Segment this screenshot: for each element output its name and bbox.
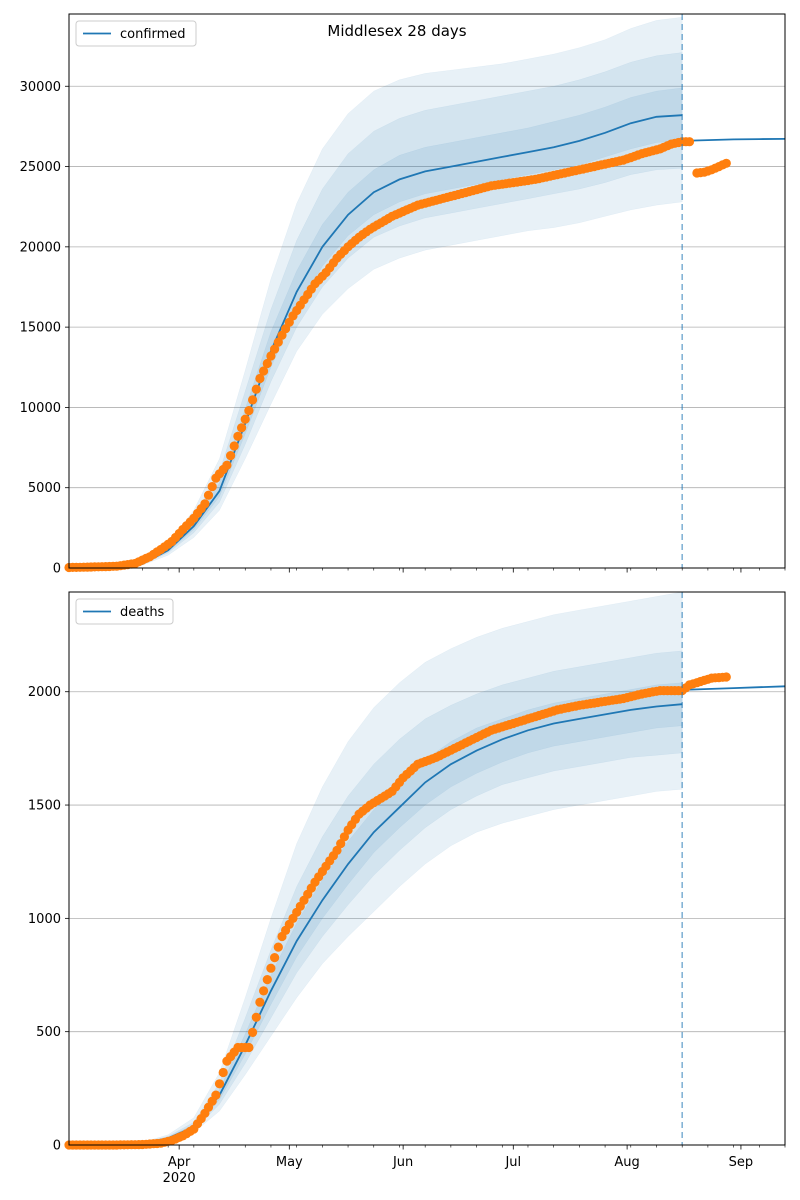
y-tick-label: 1000 [28,912,61,927]
observed-point [240,414,250,424]
observed-point [262,975,272,985]
x-tick-label: Apr [168,1155,191,1170]
observed-point [259,986,269,996]
y-tick-label: 2000 [28,685,61,700]
x-tick-label: Sep [729,1155,754,1170]
y-tick-label: 1500 [28,799,61,814]
observed-point [222,460,232,470]
x-tick-label: Jul [504,1155,521,1170]
y-tick-label: 500 [36,1025,61,1040]
observed-point [248,1027,258,1037]
forecast-line [682,138,786,142]
legend-label: deaths [120,605,165,620]
observed-point [255,997,265,1007]
observed-point [336,839,346,849]
observed-point [259,366,269,376]
observed-point [207,482,217,492]
observed-point [684,137,695,147]
model-median-line [68,114,683,569]
observed-point [273,337,283,347]
x-tick-label: Aug [614,1155,639,1170]
y-tick-label: 25000 [20,160,61,175]
x-tick-label: Jun [392,1155,413,1170]
y-tick-label: 20000 [20,240,61,255]
observed-point [262,358,272,369]
observed-point [270,953,280,963]
observed-point [721,672,731,682]
deaths-plot: 0 500 1000 1500 2000 Apr May Jun Jul Aug Sep 2020 de… [28,591,786,1186]
observed-point [214,1079,225,1089]
observed-point [200,499,210,509]
observed-point [203,490,214,500]
y-tick-label: 30000 [20,80,61,95]
observed-point [226,451,236,461]
observed-point [270,344,280,354]
observed-point [218,1067,228,1078]
observed-point [273,942,283,952]
observed-point [211,1090,221,1100]
axes-frame [68,591,786,1146]
x-tick-label: May [276,1155,303,1170]
observed-point [237,423,247,433]
observed-point [244,406,254,416]
observed-point [266,963,276,973]
forecast-line [682,685,786,691]
legend-box [75,20,197,47]
y-tick-label: 15000 [20,321,61,336]
axes-frame [68,13,786,569]
x-year-label: 2020 [163,1171,196,1186]
y-tick-label: 0 [53,562,61,577]
observed-point [266,351,276,361]
observed-point [339,832,349,842]
observed-point [244,1042,254,1053]
legend-box [75,598,174,625]
y-tick-label: 0 [53,1139,61,1154]
uncertainty-band-2 [68,650,683,1146]
legend-label: confirmed [120,27,186,42]
observed-point [233,431,243,441]
observed-point [229,441,239,451]
observed-point [248,395,258,405]
chart-title: Middlesex 28 days [327,22,466,40]
observed-point [251,1012,261,1022]
observed-point [721,158,731,168]
observed-point [251,384,261,394]
y-tick-label: 5000 [28,481,61,496]
observed-point [332,845,342,856]
y-tick-label: 10000 [20,401,61,416]
confirmed-plot: 0 5000 10000 15000 20000 25000 30000 confirmed [20,13,786,577]
observed-point [255,373,265,384]
